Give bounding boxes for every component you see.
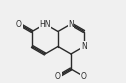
Text: N: N bbox=[81, 42, 87, 51]
Text: O: O bbox=[16, 20, 22, 28]
Text: O: O bbox=[81, 72, 87, 81]
Text: HN: HN bbox=[39, 20, 51, 28]
Text: O: O bbox=[55, 72, 61, 81]
Text: N: N bbox=[68, 20, 74, 28]
